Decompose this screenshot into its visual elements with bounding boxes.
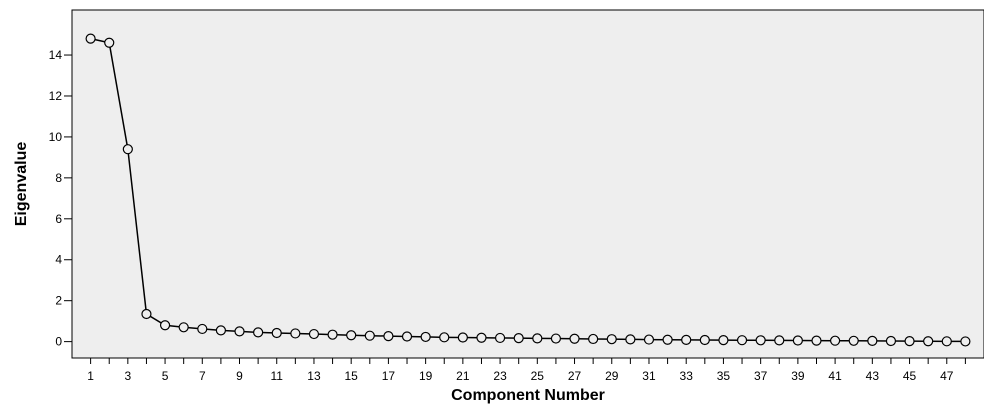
data-point (569, 333, 580, 344)
x-tick-label: 5 (162, 369, 169, 383)
data-point (662, 334, 673, 345)
x-tick-label: 45 (903, 369, 917, 383)
x-tick-label: 47 (940, 369, 954, 383)
data-point (643, 334, 655, 345)
y-tick-label: 14 (49, 48, 63, 62)
x-tick-label: 15 (345, 369, 359, 383)
data-point (346, 330, 357, 341)
x-tick-label: 39 (791, 369, 805, 383)
data-point (383, 330, 394, 342)
data-point (755, 335, 766, 346)
data-point (885, 335, 897, 347)
data-point (271, 327, 282, 339)
y-axis: 0 2 4 6 8 10 12 14 (49, 48, 72, 349)
data-point (494, 332, 506, 344)
data-point (774, 335, 785, 346)
data-point (625, 334, 636, 345)
data-point (848, 335, 859, 346)
x-tick-label: 29 (605, 369, 619, 383)
y-axis-title: Eigenvalue (13, 142, 30, 227)
data-point (718, 334, 729, 346)
data-point (215, 325, 226, 336)
data-point (904, 336, 915, 347)
x-tick-label: 17 (382, 369, 396, 383)
data-point (197, 323, 208, 335)
x-tick-label: 13 (307, 369, 321, 383)
y-tick-label: 4 (55, 253, 62, 267)
x-tick-label: 33 (680, 369, 694, 383)
y-tick-label: 2 (55, 294, 62, 308)
data-point (588, 333, 599, 345)
y-tick-label: 0 (55, 335, 62, 349)
x-tick-label: 1 (87, 369, 94, 383)
data-point (792, 335, 803, 346)
data-point (308, 328, 320, 340)
x-tick-label: 25 (531, 369, 545, 383)
data-point (960, 336, 971, 347)
x-tick-label: 19 (419, 369, 433, 383)
x-tick-label: 9 (236, 369, 243, 383)
data-point (141, 308, 152, 320)
x-tick-label: 43 (866, 369, 880, 383)
data-point (941, 336, 952, 347)
data-point (253, 327, 264, 338)
data-point (401, 331, 413, 342)
y-tick-label: 12 (49, 89, 63, 103)
x-tick-label: 27 (568, 369, 582, 383)
data-point (867, 335, 878, 347)
data-point (513, 333, 524, 344)
data-point (159, 320, 171, 331)
data-point (178, 322, 189, 333)
data-point (830, 335, 841, 346)
x-tick-label: 41 (828, 369, 842, 383)
y-tick-label: 10 (49, 130, 63, 144)
data-point (532, 333, 543, 344)
x-tick-label: 7 (199, 369, 206, 383)
data-point (550, 333, 562, 344)
x-tick-label: 3 (124, 369, 131, 383)
data-point (606, 334, 617, 345)
data-point (85, 33, 96, 44)
data-point (290, 328, 301, 339)
data-point (457, 332, 468, 343)
data-point (420, 331, 431, 343)
data-point (439, 332, 450, 343)
y-tick-label: 6 (55, 212, 62, 226)
y-tick-label: 8 (55, 171, 62, 185)
data-point (811, 335, 822, 346)
x-tick-label: 11 (271, 369, 284, 383)
data-point (104, 37, 115, 48)
x-tick-label: 35 (717, 369, 731, 383)
data-point (736, 335, 748, 346)
data-point (364, 330, 375, 341)
x-tick-label: 37 (754, 369, 768, 383)
x-axis-title: Component Number (451, 387, 605, 404)
x-tick-label: 23 (493, 369, 507, 383)
data-point (699, 334, 710, 346)
data-point (122, 144, 133, 155)
data-point (476, 332, 487, 343)
x-axis: 1 3 5 7 9 11 13 15 17 19 21 23 25 27 29 31 33 35 37 39 41 43 4… (87, 358, 966, 383)
data-point (681, 334, 692, 345)
series-group (85, 33, 971, 347)
data-point (234, 326, 245, 337)
x-tick-label: 31 (642, 369, 656, 383)
data-point (327, 329, 338, 340)
data-point (923, 336, 934, 347)
x-tick-label: 21 (456, 369, 470, 383)
plot-area (71, 9, 984, 359)
